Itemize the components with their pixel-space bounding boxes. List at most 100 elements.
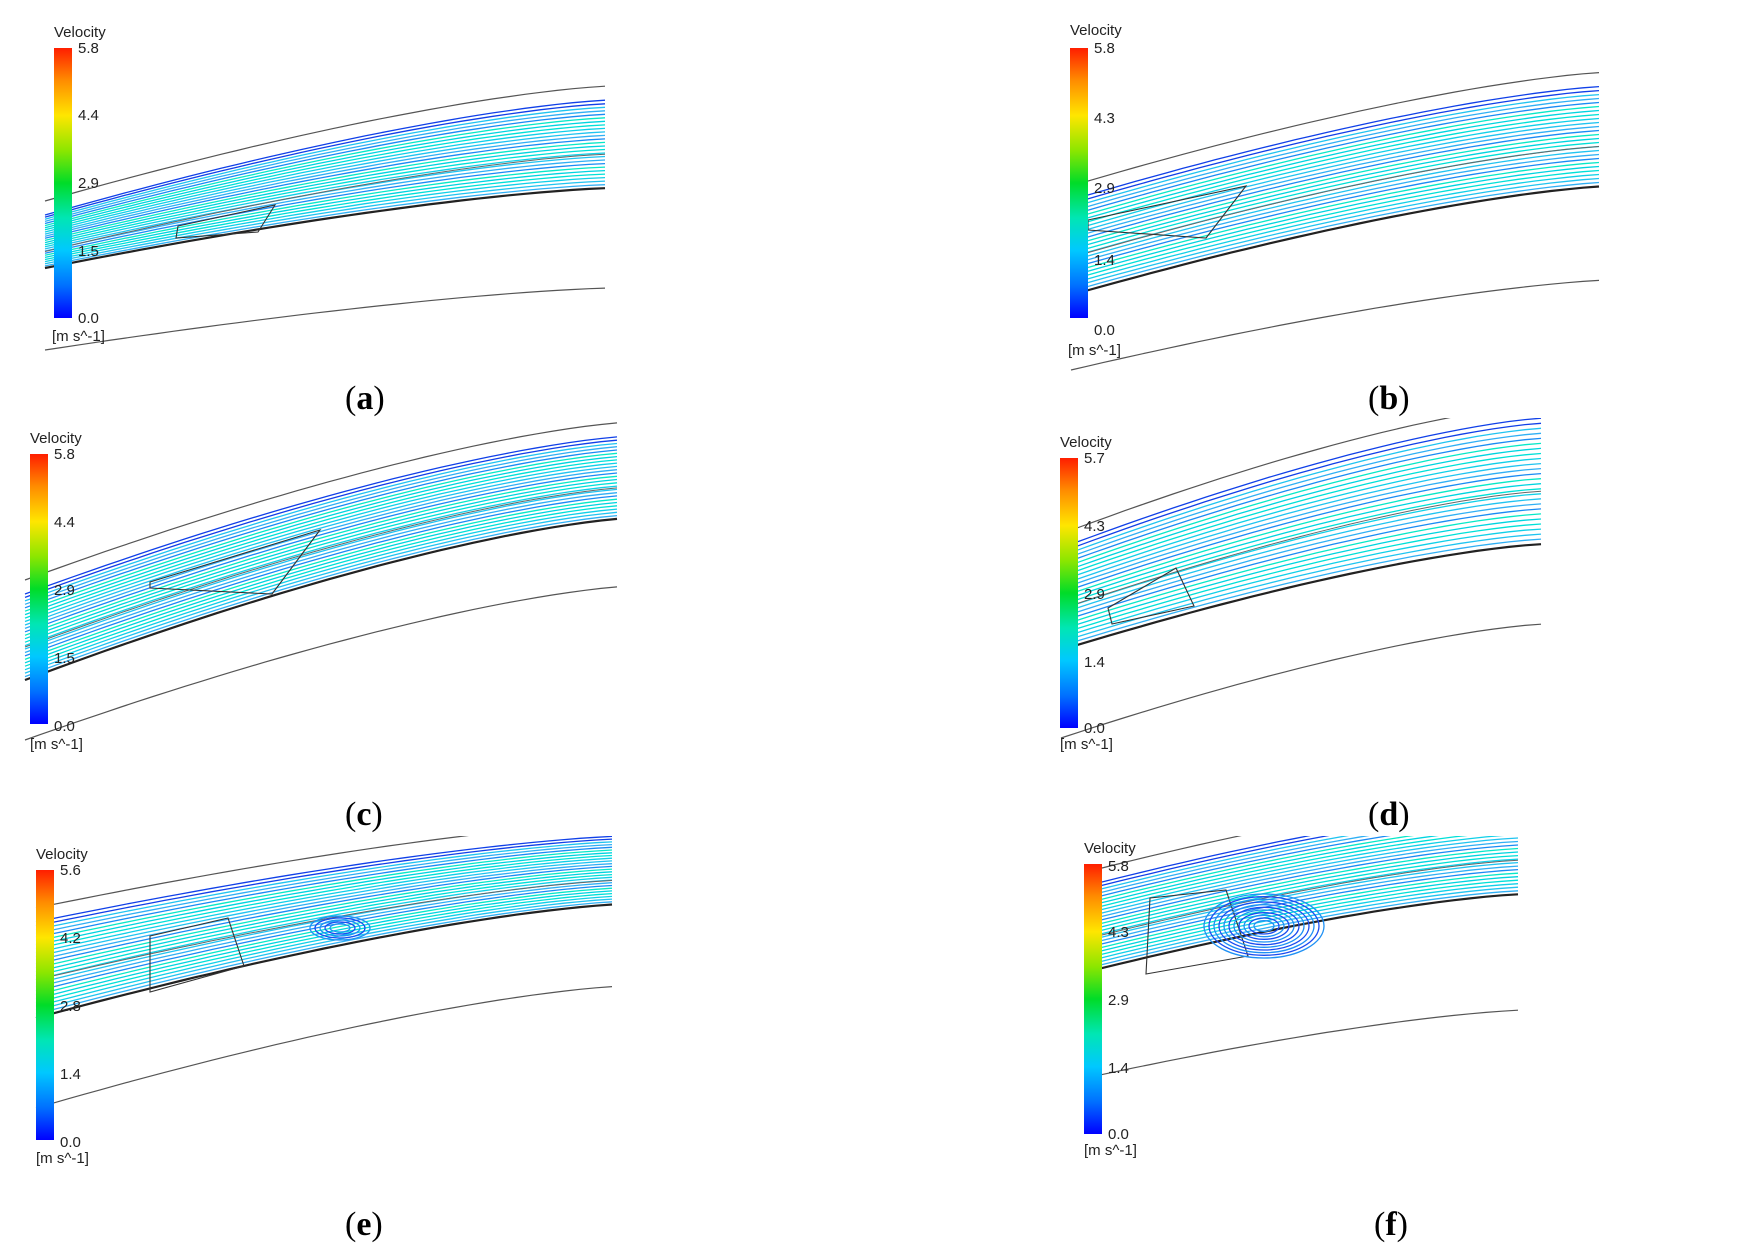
streamline xyxy=(1060,467,1542,590)
streamline xyxy=(1060,418,1542,549)
streamline xyxy=(1085,886,1519,966)
interface-line xyxy=(44,153,606,252)
interface-line xyxy=(1085,859,1519,940)
channel-bed-wall xyxy=(44,187,606,270)
streamline xyxy=(1060,437,1542,565)
colorbar-title: Velocity xyxy=(36,846,88,863)
vane-outline xyxy=(149,528,322,595)
streamline xyxy=(24,501,618,664)
colorbar xyxy=(1084,864,1102,1134)
streamline xyxy=(1070,161,1600,273)
colorbar-unit: [m s^-1] xyxy=(30,736,83,753)
colorbar-tick: 5.8 xyxy=(78,40,99,57)
streamline xyxy=(1060,447,1542,574)
vortex-ring xyxy=(1218,901,1310,951)
colorbar xyxy=(1060,458,1078,728)
streamline xyxy=(1085,840,1519,922)
streamline xyxy=(1085,847,1519,928)
streamline xyxy=(1060,533,1542,643)
colorbar xyxy=(36,870,54,1140)
streamline xyxy=(44,110,606,223)
colorbar-tick: 5.8 xyxy=(54,446,75,463)
streamline xyxy=(1060,452,1542,578)
colorbar-tick: 2.9 xyxy=(1084,586,1105,603)
streamline xyxy=(1085,879,1519,959)
vortex-ring xyxy=(1243,914,1285,938)
colorbar-tick: 0.0 xyxy=(60,1134,81,1151)
colorbar-tick: 2.9 xyxy=(78,175,99,192)
streamline xyxy=(24,495,618,657)
streamline xyxy=(1085,861,1519,942)
channel-bed-wall xyxy=(1060,543,1542,652)
colorbar-tick: 4.2 xyxy=(60,930,81,947)
colorbar-tick: 4.3 xyxy=(1094,110,1115,127)
panel-f: Velocity 5.8 4.3 2.9 1.4 0.0 [m s^-1] (f… xyxy=(876,836,1752,1254)
streamline xyxy=(24,442,618,602)
channel-lower-boundary xyxy=(1060,623,1542,739)
channel-outer-boundary xyxy=(24,422,618,581)
streamline xyxy=(1060,523,1542,635)
streamline xyxy=(1085,836,1505,915)
streamline xyxy=(1070,169,1600,281)
streamline xyxy=(44,138,606,239)
streamline xyxy=(1085,844,1519,925)
colorbar-tick: 4.3 xyxy=(1108,924,1129,941)
streamline xyxy=(24,462,618,623)
interface-line xyxy=(35,880,613,981)
panel-b: Velocity 5.8 4.3 2.9 1.4 0.0 [m s^-1] (b… xyxy=(876,0,1752,418)
streamline xyxy=(24,436,618,595)
streamline xyxy=(1070,109,1600,224)
interface-line xyxy=(1070,146,1600,258)
streamline xyxy=(1060,493,1542,610)
colorbar-tick: 2.9 xyxy=(1108,992,1129,1009)
colorbar xyxy=(1070,48,1088,318)
colorbar-unit: [m s^-1] xyxy=(1060,736,1113,753)
streamline xyxy=(1070,133,1600,247)
colorbar-tick: 1.4 xyxy=(60,1066,81,1083)
colorbar-tick: 0.0 xyxy=(1094,322,1115,339)
streamline xyxy=(1085,836,1311,887)
streamline xyxy=(24,514,618,678)
streamline xyxy=(1070,181,1600,292)
streamline xyxy=(1070,173,1600,285)
streamline xyxy=(24,459,618,619)
interface-line xyxy=(24,487,618,648)
channel-lower-boundary xyxy=(44,287,606,351)
streamline xyxy=(35,876,613,981)
streamline xyxy=(1070,141,1600,254)
panel-caption: (f) xyxy=(1374,1206,1408,1243)
streamline xyxy=(1070,177,1600,289)
streamline-plot-f xyxy=(1085,836,1519,1079)
streamline xyxy=(1060,442,1542,570)
streamline xyxy=(1070,153,1600,266)
streamline xyxy=(1070,165,1600,277)
colorbar xyxy=(30,454,48,724)
colorbar-tick: 4.3 xyxy=(1084,518,1105,535)
streamline xyxy=(24,488,618,650)
panel-caption: (b) xyxy=(1368,380,1410,417)
colorbar-tick: 4.4 xyxy=(54,514,75,531)
colorbar-tick: 0.0 xyxy=(1084,720,1105,737)
streamline xyxy=(35,843,613,935)
colorbar-tick: 0.0 xyxy=(1108,1126,1129,1143)
streamline xyxy=(35,849,613,942)
streamline xyxy=(24,439,618,599)
streamline xyxy=(24,508,618,671)
vane-outline xyxy=(1107,567,1195,625)
streamline xyxy=(1070,85,1600,201)
streamline xyxy=(44,184,606,267)
channel-lower-boundary xyxy=(1070,279,1600,371)
streamline xyxy=(1085,836,1350,894)
streamline xyxy=(35,865,613,965)
streamline xyxy=(44,127,606,233)
panel-caption: (e) xyxy=(345,1206,383,1243)
panel-d: Velocity 5.7 4.3 2.9 1.4 0.0 [m s^-1] (d… xyxy=(876,418,1752,836)
streamline xyxy=(35,884,613,992)
streamline xyxy=(1060,498,1542,614)
colorbar-tick: 2.9 xyxy=(1094,180,1115,197)
channel-outer-boundary xyxy=(44,85,606,202)
colorbar-tick: 5.8 xyxy=(1108,858,1129,875)
colorbar-tick: 1.5 xyxy=(78,243,99,260)
streamline xyxy=(1060,488,1542,606)
streamline xyxy=(24,452,618,612)
